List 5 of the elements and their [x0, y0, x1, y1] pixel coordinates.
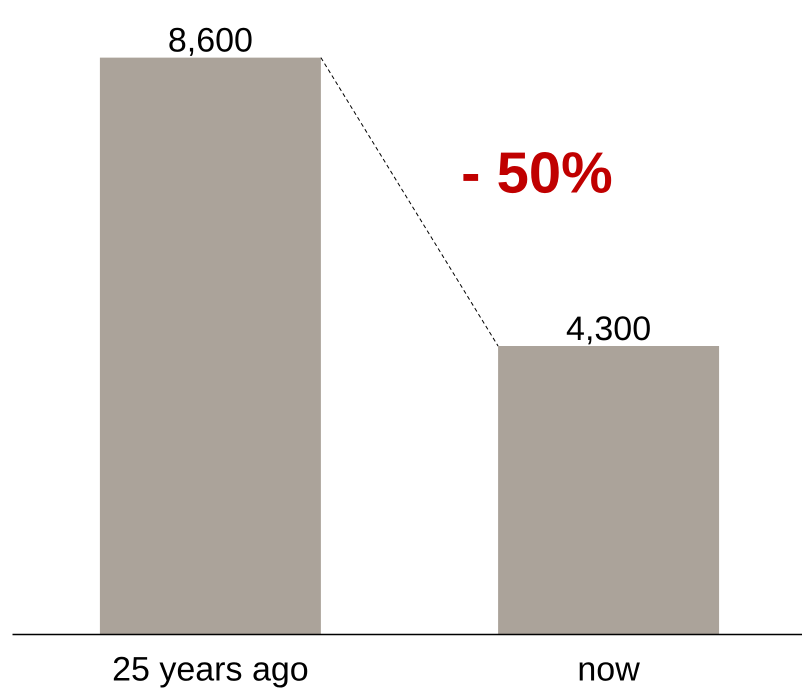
annotation: - 50%: [461, 140, 613, 206]
data-label: 8,600: [168, 22, 253, 60]
x-tick-label: 25 years ago: [112, 650, 309, 688]
data-label: 4,300: [566, 310, 652, 348]
x-tick-label: now: [577, 650, 640, 688]
